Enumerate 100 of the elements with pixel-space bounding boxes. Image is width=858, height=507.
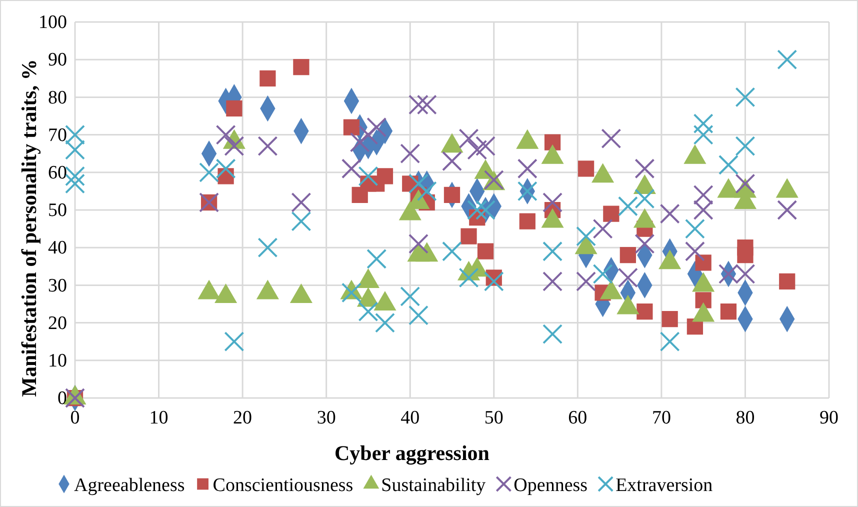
x-axis-title: Cyber aggression [334, 441, 490, 465]
x-tick-label: 70 [652, 407, 671, 428]
point [65, 140, 85, 160]
point [358, 166, 378, 186]
point [684, 241, 705, 262]
y-tick-label: 30 [48, 275, 67, 296]
y-tick-label: 20 [48, 312, 67, 334]
y-tick-label: 70 [48, 124, 67, 146]
point [693, 124, 714, 145]
point [358, 124, 378, 145]
point [542, 324, 563, 344]
point [693, 200, 714, 220]
legend-label: Conscientiousness [212, 475, 354, 496]
point [65, 124, 85, 145]
point [777, 50, 798, 70]
point [576, 271, 596, 292]
point [542, 271, 563, 292]
point [408, 94, 428, 115]
y-tick-label: 100 [38, 12, 67, 34]
point [476, 200, 496, 220]
y-tick-label: 0 [58, 388, 67, 410]
point [467, 200, 488, 220]
point [576, 226, 596, 246]
legend-label: Agreeableness [74, 475, 185, 496]
point [460, 228, 477, 244]
point [634, 188, 655, 209]
point [366, 248, 387, 269]
point [226, 100, 242, 117]
point [542, 192, 563, 212]
point [695, 292, 712, 308]
point [65, 174, 85, 194]
point [737, 247, 754, 264]
point [618, 268, 638, 288]
point [258, 136, 278, 156]
point [291, 192, 312, 212]
point [458, 128, 479, 149]
x-tick-label: 30 [316, 407, 336, 428]
point [634, 158, 655, 179]
y-tick-label: 10 [48, 350, 67, 372]
point [444, 186, 460, 204]
point [216, 124, 236, 145]
point [408, 305, 428, 326]
point [350, 132, 370, 152]
point [374, 312, 395, 333]
point [693, 184, 714, 205]
point [684, 218, 705, 239]
point [366, 117, 387, 138]
legend-label: Openness [514, 475, 588, 496]
x-tick-label: 90 [820, 407, 838, 428]
x-tick-label: 80 [736, 407, 755, 428]
x-tick-label: 20 [233, 407, 252, 428]
point [695, 254, 712, 271]
point [735, 136, 756, 156]
point [476, 136, 496, 156]
y-tick-label: 60 [48, 162, 67, 184]
point [660, 204, 680, 224]
point [634, 234, 655, 254]
point [224, 136, 244, 156]
y-tick-label: 40 [48, 238, 67, 259]
point [291, 211, 312, 232]
point [458, 268, 479, 288]
point [442, 151, 462, 172]
point [416, 94, 437, 115]
point [578, 160, 594, 177]
point [720, 303, 737, 320]
x-tick-label: 10 [149, 407, 168, 428]
point [542, 241, 563, 262]
point [592, 218, 613, 239]
x-tick-label: 60 [568, 407, 588, 428]
x-tick-label: 50 [484, 407, 504, 428]
point [358, 302, 378, 322]
point [416, 181, 437, 202]
point [293, 59, 310, 76]
point [484, 271, 504, 292]
point [618, 196, 638, 216]
point [662, 310, 678, 328]
point [258, 238, 278, 258]
point [65, 166, 85, 186]
point [718, 154, 738, 175]
point [779, 273, 796, 290]
y-tick-label: 80 [48, 87, 67, 108]
point [400, 286, 420, 306]
point [735, 87, 756, 108]
point [777, 200, 798, 220]
point [517, 158, 538, 179]
point [408, 234, 428, 254]
point [376, 168, 394, 184]
point [601, 128, 622, 149]
legend-label: Extraversion [616, 475, 714, 496]
point [467, 140, 488, 160]
x-tick-label: 40 [400, 407, 420, 428]
point [620, 247, 636, 264]
point [224, 332, 244, 352]
point [260, 70, 276, 86]
point [544, 134, 561, 150]
point [341, 158, 362, 179]
y-axis-title: Manifestation of personality traits, % [17, 59, 41, 397]
point [517, 181, 538, 202]
point [693, 114, 714, 134]
point [603, 206, 620, 222]
